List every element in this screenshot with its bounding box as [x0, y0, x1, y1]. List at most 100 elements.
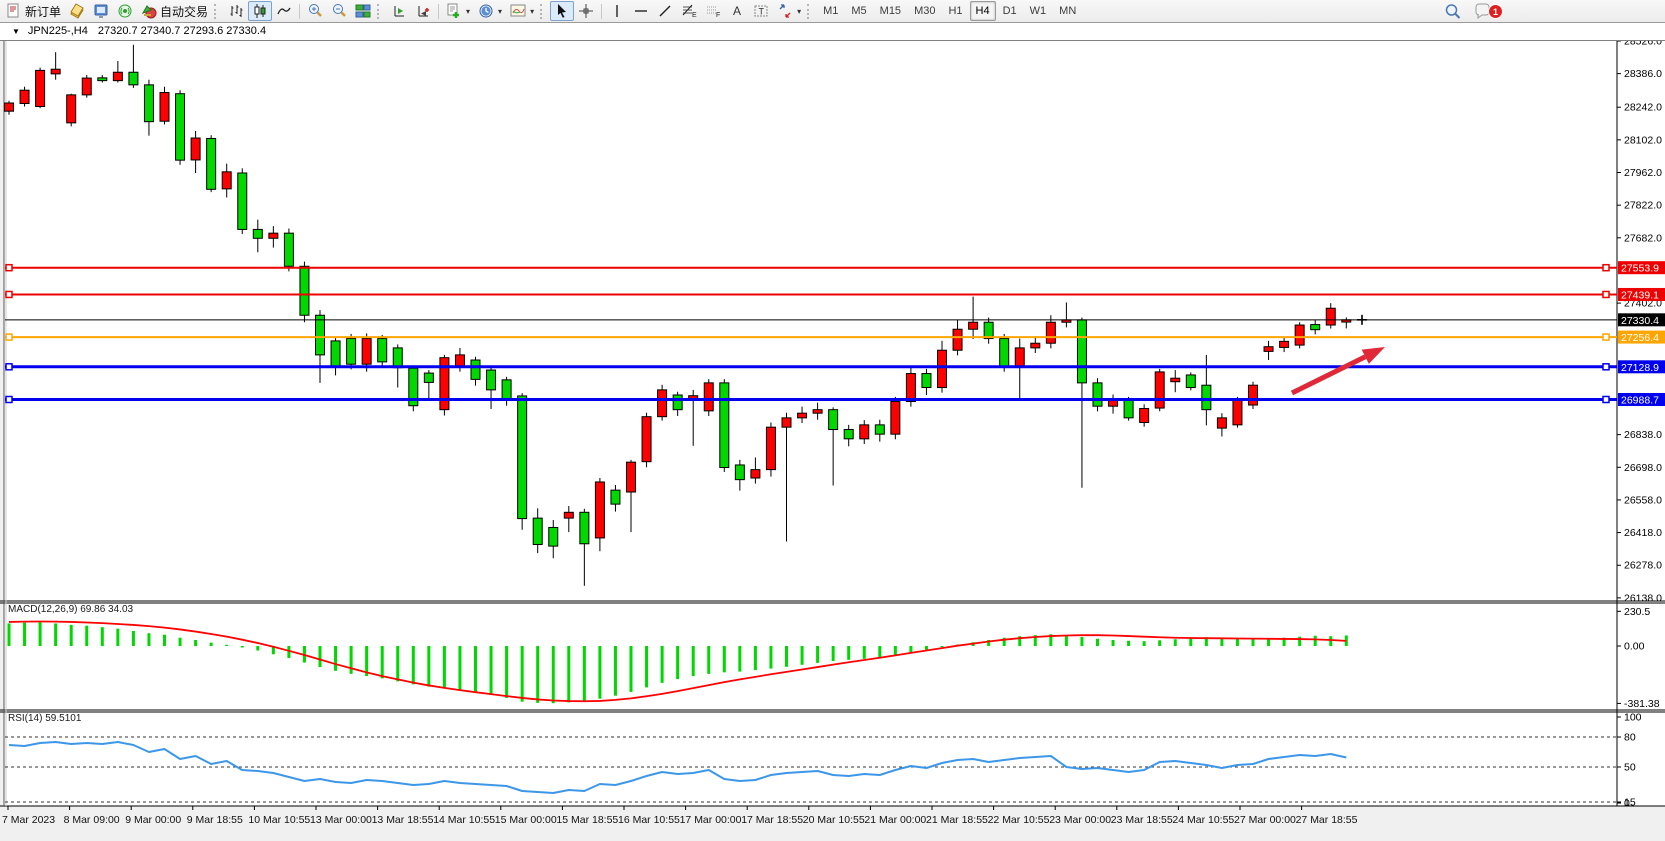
svg-text:26558.0: 26558.0 — [1624, 494, 1662, 506]
svg-text:27962.0: 27962.0 — [1624, 167, 1662, 179]
svg-text:10 Mar 10:55: 10 Mar 10:55 — [248, 814, 310, 826]
timeframe-button-w1[interactable]: W1 — [1029, 5, 1047, 17]
fibonacci-expansion-icon: F — [705, 3, 721, 19]
svg-text:E: E — [692, 12, 697, 19]
text-button[interactable]: A — [725, 1, 749, 21]
svg-text:16 Mar 10:55: 16 Mar 10:55 — [618, 814, 680, 826]
templates-button[interactable]: ▾ — [506, 1, 538, 21]
tile-windows-button[interactable] — [351, 1, 375, 21]
auto-trading-button[interactable]: 自动交易 — [137, 1, 212, 21]
timeframe-button-m30[interactable]: M30 — [914, 5, 936, 17]
svg-text:9 Mar 00:00: 9 Mar 00:00 — [125, 814, 181, 826]
svg-text:0: 0 — [1624, 798, 1630, 810]
fibonacci-retracement-button[interactable]: E — [677, 1, 701, 21]
macd-layer: 230.5 0.00 -381.38 — [7, 606, 1660, 710]
bar-chart-button[interactable] — [224, 1, 248, 21]
svg-text:T: T — [759, 7, 765, 17]
toolbar-separator — [299, 3, 301, 19]
toolbar-gripper — [377, 3, 383, 19]
svg-text:21 Mar 00:00: 21 Mar 00:00 — [864, 814, 926, 826]
text-icon: A — [729, 3, 745, 19]
toolbar-gripper — [214, 3, 220, 19]
new-order-icon — [6, 3, 22, 19]
svg-text:26988.7: 26988.7 — [1621, 394, 1659, 406]
timeframe-button-m5[interactable]: M5 — [851, 5, 867, 17]
market-watch-icon — [69, 3, 85, 19]
data-window-button[interactable] — [89, 1, 113, 21]
macd-indicator-label: MACD(12,26,9) 69.86 34.03 — [8, 604, 134, 615]
timeframe-button-m1[interactable]: M1 — [823, 5, 839, 17]
market-watch-button[interactable] — [65, 1, 89, 21]
horizontal-line-button[interactable] — [629, 1, 653, 21]
auto-trading-icon — [141, 3, 157, 19]
notifications-icon[interactable]: 1 — [1474, 3, 1503, 19]
svg-text:9 Mar 18:55: 9 Mar 18:55 — [187, 814, 243, 826]
svg-text:26278.0: 26278.0 — [1624, 560, 1662, 572]
toolbar-separator — [601, 3, 603, 19]
svg-text:28102.0: 28102.0 — [1624, 134, 1662, 146]
chevron-down-icon: ▾ — [530, 6, 535, 16]
svg-text:8 Mar 09:00: 8 Mar 09:00 — [64, 814, 120, 826]
auto-scroll-button[interactable] — [411, 1, 435, 21]
candlestick-chart-icon — [252, 3, 268, 19]
periods-button[interactable]: ▾ — [474, 1, 506, 21]
svg-text:28242.0: 28242.0 — [1624, 102, 1662, 114]
timeframe-button-h1[interactable]: H1 — [948, 5, 963, 17]
svg-text:50: 50 — [1624, 762, 1636, 774]
svg-text:27330.4: 27330.4 — [1621, 315, 1659, 327]
svg-text:15 Mar 18:55: 15 Mar 18:55 — [556, 814, 618, 826]
text-label-button[interactable]: T — [749, 1, 773, 21]
new-chart-icon — [446, 3, 462, 19]
main-toolbar: 新订单 自动交易 — [0, 0, 1665, 23]
crosshair-button[interactable] — [574, 1, 598, 21]
svg-text:26838.0: 26838.0 — [1624, 429, 1662, 441]
zoom-in-button[interactable] — [303, 1, 327, 21]
new-chart-button[interactable]: ▾ — [442, 1, 474, 21]
svg-text:27256.4: 27256.4 — [1621, 332, 1659, 344]
timeframe-button-mn[interactable]: MN — [1059, 5, 1077, 17]
svg-text:26418.0: 26418.0 — [1624, 527, 1662, 539]
signal-icon — [117, 3, 133, 19]
shift-chart-end-icon — [391, 3, 407, 19]
candles-layer — [4, 44, 1367, 586]
toolbar-gripper — [807, 3, 813, 19]
new-order-label: 新订单 — [25, 4, 62, 19]
shift-chart-end-button[interactable] — [387, 1, 411, 21]
svg-text:100: 100 — [1624, 712, 1642, 724]
chevron-down-icon: ▾ — [797, 6, 802, 16]
svg-text:17 Mar 18:55: 17 Mar 18:55 — [741, 814, 803, 826]
timeframe-button-h4[interactable]: H4 — [969, 1, 996, 21]
data-window-icon — [93, 3, 109, 19]
trendline-button[interactable] — [653, 1, 677, 21]
search-icon[interactable] — [1444, 3, 1461, 19]
line-chart-icon — [276, 3, 292, 19]
fibonacci-expansion-button[interactable]: F — [701, 1, 725, 21]
svg-text:F: F — [716, 12, 720, 19]
toolbar-right-icons: 1 — [1444, 0, 1503, 22]
svg-text:-381.38: -381.38 — [1624, 698, 1660, 710]
candlestick-chart-button[interactable] — [248, 1, 273, 21]
line-chart-button[interactable] — [272, 1, 296, 21]
signals-button[interactable] — [113, 1, 137, 21]
timeframe-button-m15[interactable]: M15 — [879, 5, 902, 17]
arrow-objects-button[interactable]: ▾ — [773, 1, 805, 21]
svg-text:22 Mar 10:55: 22 Mar 10:55 — [988, 814, 1050, 826]
new-order-button[interactable]: 新订单 — [2, 1, 65, 21]
zoom-out-button[interactable] — [327, 1, 351, 21]
chart-ohlc-values: 27320.7 27340.7 27293.6 27330.4 — [97, 25, 267, 37]
cursor-button[interactable] — [550, 1, 575, 21]
templates-icon — [510, 3, 526, 19]
bar-chart-icon — [228, 3, 244, 19]
auto-scroll-icon — [415, 3, 431, 19]
periods-icon — [478, 3, 494, 19]
notification-badge: 1 — [1488, 4, 1503, 19]
collapse-panel-icon[interactable]: ▼ — [12, 26, 20, 36]
vertical-line-button[interactable] — [605, 1, 629, 21]
vertical-line-icon — [609, 3, 625, 19]
price-axis: 28526.028386.028242.028102.027962.027822… — [1617, 36, 1662, 604]
svg-text:27128.9: 27128.9 — [1621, 362, 1659, 374]
horizontal-line-icon — [633, 3, 649, 19]
timeframe-button-d1[interactable]: D1 — [1002, 5, 1017, 17]
